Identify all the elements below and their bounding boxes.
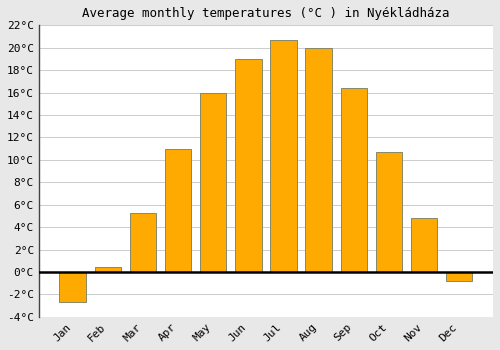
Bar	[270, 40, 296, 272]
Bar	[340, 88, 367, 272]
Bar	[165, 149, 191, 272]
Bar	[94, 267, 121, 272]
Bar	[411, 218, 438, 272]
Title: Average monthly temperatures (°C ) in Nyékládháza: Average monthly temperatures (°C ) in Ny…	[82, 7, 450, 20]
Bar	[60, 272, 86, 302]
Bar	[130, 212, 156, 272]
Bar	[235, 59, 262, 272]
Bar	[306, 48, 332, 272]
Bar	[446, 272, 472, 281]
Bar	[200, 92, 226, 272]
Bar	[376, 152, 402, 272]
